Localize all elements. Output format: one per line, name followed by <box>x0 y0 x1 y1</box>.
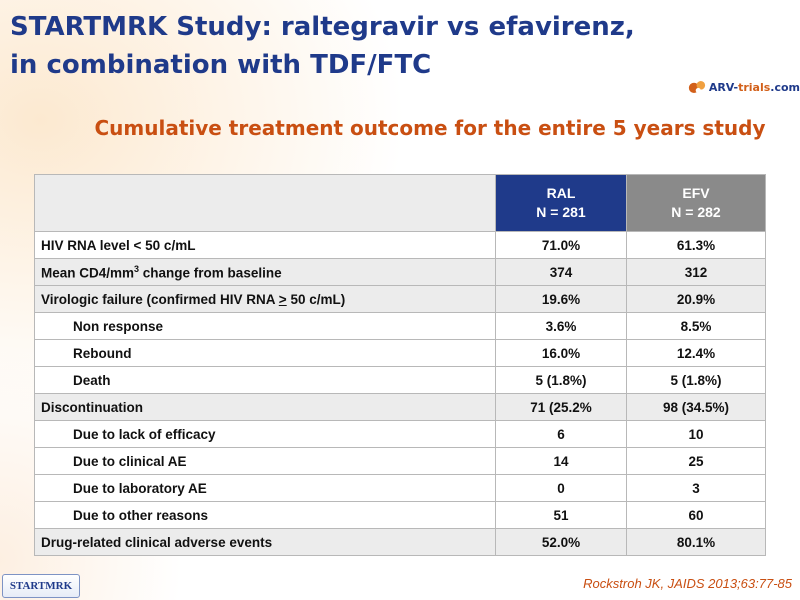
efv-value: 312 <box>626 258 766 286</box>
startmrk-badge: STARTMRK <box>2 574 80 598</box>
table-row: Due to laboratory AE 0 3 <box>34 474 766 502</box>
header-efv: EFV N = 282 <box>626 174 766 232</box>
row-label: Virologic failure (confirmed HIV RNA > 5… <box>34 285 496 313</box>
ral-value: 71 (25.2% <box>495 393 627 421</box>
row-label: Due to other reasons <box>34 501 496 529</box>
table-row: Drug-related clinical adverse events 52.… <box>34 528 766 556</box>
outcome-table: RAL N = 281 EFV N = 282 HIV RNA level < … <box>34 174 766 556</box>
table-row: Rebound 16.0% 12.4% <box>34 339 766 367</box>
row-label: Drug-related clinical adverse events <box>34 528 496 556</box>
row-label: Due to laboratory AE <box>34 474 496 502</box>
table-row: Virologic failure (confirmed HIV RNA > 5… <box>34 285 766 313</box>
table-header-row: RAL N = 281 EFV N = 282 <box>34 174 766 232</box>
ral-value: 51 <box>495 501 627 529</box>
ral-value: 374 <box>495 258 627 286</box>
efv-value: 3 <box>626 474 766 502</box>
row-label: Non response <box>34 312 496 340</box>
slide-title: STARTMRK Study: raltegravir vs efavirenz… <box>10 8 690 84</box>
efv-value: 8.5% <box>626 312 766 340</box>
table-row: Death 5 (1.8%) 5 (1.8%) <box>34 366 766 394</box>
table-row: Discontinuation 71 (25.2% 98 (34.5%) <box>34 393 766 421</box>
ral-value: 0 <box>495 474 627 502</box>
efv-value: 10 <box>626 420 766 448</box>
row-label: Due to clinical AE <box>34 447 496 475</box>
citation: Rockstroh JK, JAIDS 2013;63:77-85 <box>583 576 792 591</box>
row-label: Mean CD4/mm3 change from baseline <box>34 258 496 286</box>
ral-value: 16.0% <box>495 339 627 367</box>
table-row: Due to clinical AE 14 25 <box>34 447 766 475</box>
table-row: HIV RNA level < 50 c/mL 71.0% 61.3% <box>34 231 766 259</box>
header-blank-cell <box>34 174 496 232</box>
slide-title-line-1: STARTMRK Study: raltegravir vs efavirenz… <box>10 12 635 42</box>
ral-value: 52.0% <box>495 528 627 556</box>
table-row: Due to other reasons 51 60 <box>34 501 766 529</box>
efv-value: 80.1% <box>626 528 766 556</box>
ral-value: 14 <box>495 447 627 475</box>
ral-value: 3.6% <box>495 312 627 340</box>
slide-subtitle: Cumulative treatment outcome for the ent… <box>94 116 766 140</box>
row-label: Due to lack of efficacy <box>34 420 496 448</box>
row-label: Death <box>34 366 496 394</box>
ral-value: 6 <box>495 420 627 448</box>
efv-value: 20.9% <box>626 285 766 313</box>
header-ral: RAL N = 281 <box>495 174 627 232</box>
ral-value: 5 (1.8%) <box>495 366 627 394</box>
efv-value: 60 <box>626 501 766 529</box>
row-label: Rebound <box>34 339 496 367</box>
efv-value: 98 (34.5%) <box>626 393 766 421</box>
arv-trials-logo-text: ARV-trials.com <box>708 80 800 94</box>
table-row: Non response 3.6% 8.5% <box>34 312 766 340</box>
table-row: Due to lack of efficacy 6 10 <box>34 420 766 448</box>
efv-value: 5 (1.8%) <box>626 366 766 394</box>
row-label: HIV RNA level < 50 c/mL <box>34 231 496 259</box>
ral-value: 71.0% <box>495 231 627 259</box>
arv-trials-logo-icon <box>688 81 706 93</box>
arv-trials-logo: ARV-trials.com <box>688 76 800 98</box>
table-row: Mean CD4/mm3 change from baseline 374 31… <box>34 258 766 286</box>
row-label: Discontinuation <box>34 393 496 421</box>
efv-value: 12.4% <box>626 339 766 367</box>
efv-value: 25 <box>626 447 766 475</box>
slide-title-line-2: in combination with TDF/FTC <box>10 50 432 80</box>
ral-value: 19.6% <box>495 285 627 313</box>
efv-value: 61.3% <box>626 231 766 259</box>
